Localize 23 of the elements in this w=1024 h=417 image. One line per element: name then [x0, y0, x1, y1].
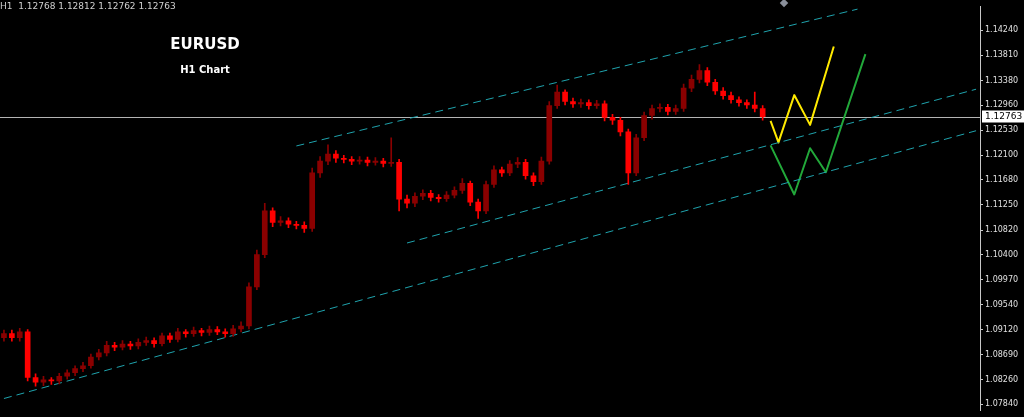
y-tick-label: 1.10400 — [985, 249, 1019, 259]
y-tick-label: 1.09540 — [985, 300, 1019, 310]
y-tick-label: 1.13810 — [985, 50, 1019, 60]
y-tick-label: 1.09970 — [985, 274, 1019, 284]
y-tick-label: 1.12530 — [985, 125, 1019, 135]
y-tick-label: 1.12960 — [985, 100, 1019, 110]
y-tick-label: 1.13380 — [985, 75, 1019, 85]
y-tick-label: 1.07840 — [985, 399, 1019, 409]
y-tick-label: 1.08690 — [985, 349, 1019, 359]
candlestick — [751, 91, 758, 113]
candlestick — [388, 137, 395, 167]
y-tick-label: 1.11680 — [985, 174, 1019, 184]
y-tick-label: 1.08260 — [985, 374, 1019, 384]
candlestick — [578, 98, 584, 108]
y-tick-label: 1.14240 — [985, 25, 1019, 35]
y-tick-label: 1.12100 — [985, 150, 1019, 160]
y-tick-label: 1.09120 — [985, 324, 1019, 334]
text: H1 Chart — [180, 63, 231, 75]
text: EURUSD — [170, 34, 240, 53]
annotation: H1 1.12768 1.12812 1.12762 1.12763 — [0, 0, 176, 11]
y-tick-label: 1.10820 — [985, 225, 1019, 235]
ref-line-label: 1.12763 — [985, 110, 1023, 121]
y-tick-label: 1.11250 — [985, 200, 1019, 210]
